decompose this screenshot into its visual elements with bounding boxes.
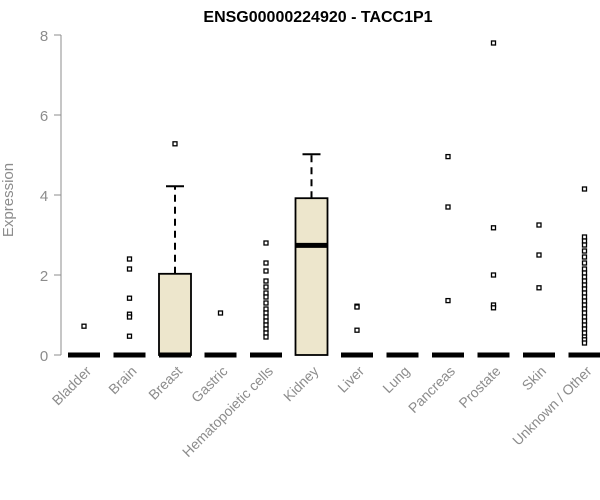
outlier-point [217,310,224,316]
outlier-point [126,333,133,339]
outlier-point [263,284,269,290]
x-tick-label: Hematopoietic cells [179,363,276,460]
y-tick-label: 8 [40,28,48,45]
x-tick-label: Skin [519,363,550,394]
outlier-point [581,248,588,254]
box-11 [523,222,555,358]
box-3 [158,141,192,358]
x-tick-label: Pancreas [405,363,458,416]
outlier-point [263,268,269,274]
outlier-point [490,40,497,46]
outlier-point [263,300,269,306]
outlier-point [126,295,133,301]
outlier-point [536,222,542,228]
outlier-point [536,252,542,258]
outlier-point [263,278,269,284]
outlier-point [536,285,542,291]
outlier-point [126,256,133,262]
x-tick-label: Unknown / Other [509,363,595,449]
box-body [158,272,192,356]
y-axis: 0 2 4 6 8 [40,28,62,365]
box-9 [432,153,464,358]
x-tick-label: Gastric [188,363,231,406]
y-tick-label: 4 [40,188,48,205]
boxes-group [68,40,600,358]
outlier-point [490,272,497,278]
outlier-point [490,225,497,231]
x-tick-label: Bladder [49,363,95,409]
outlier-point [581,260,588,266]
box-12 [568,186,600,358]
outlier-point [263,334,269,340]
outlier-point [490,305,497,311]
outlier-point [126,314,133,320]
y-tick-label: 0 [40,348,48,365]
outlier-point [445,297,451,304]
outlier-point [581,340,588,346]
outlier-point [263,240,269,246]
box-body [294,197,329,356]
box-4 [204,310,237,358]
outlier-point [81,323,87,329]
box-6 [294,153,329,356]
x-tick-label: Prostate [455,363,503,411]
outlier-point [126,266,133,272]
outlier-point [445,153,451,160]
outlier-point [354,304,360,310]
y-tick-label: 2 [40,268,48,285]
chart-title: ENSG00000224920 - TACC1P1 [203,9,432,26]
x-tick-label: Brain [105,363,139,397]
x-tick-label: Liver [334,363,367,396]
outlier-point [581,242,588,248]
outlier-point [263,294,269,300]
x-tick-label: Lung [379,363,412,396]
outlier-point [581,186,588,192]
box-2 [113,256,146,358]
box-10 [477,40,510,358]
x-tick-label: Kidney [280,363,322,405]
box-1 [68,323,100,358]
outlier-point [581,254,588,260]
outlier-point [445,204,451,210]
box-7 [341,303,373,358]
outlier-point [172,141,178,147]
y-axis-label: Expression [0,163,17,237]
box-5 [250,240,282,358]
outlier-point [263,260,269,266]
outlier-point [354,327,360,333]
x-tick-label: Breast [145,363,185,403]
y-tick-label: 6 [40,108,48,125]
